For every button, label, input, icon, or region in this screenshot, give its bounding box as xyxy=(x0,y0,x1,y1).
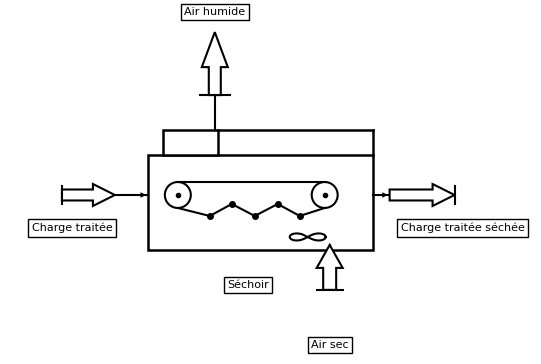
Polygon shape xyxy=(390,184,454,206)
Text: Air humide: Air humide xyxy=(184,7,246,17)
Text: Séchoir: Séchoir xyxy=(227,280,269,290)
Polygon shape xyxy=(62,184,115,206)
Polygon shape xyxy=(316,245,342,290)
Text: Air sec: Air sec xyxy=(311,340,348,350)
Polygon shape xyxy=(202,32,228,95)
Bar xyxy=(163,130,218,155)
Text: Charge traitée: Charge traitée xyxy=(31,223,113,233)
Bar xyxy=(148,155,373,250)
Text: Charge traitée séchée: Charge traitée séchée xyxy=(401,223,524,233)
